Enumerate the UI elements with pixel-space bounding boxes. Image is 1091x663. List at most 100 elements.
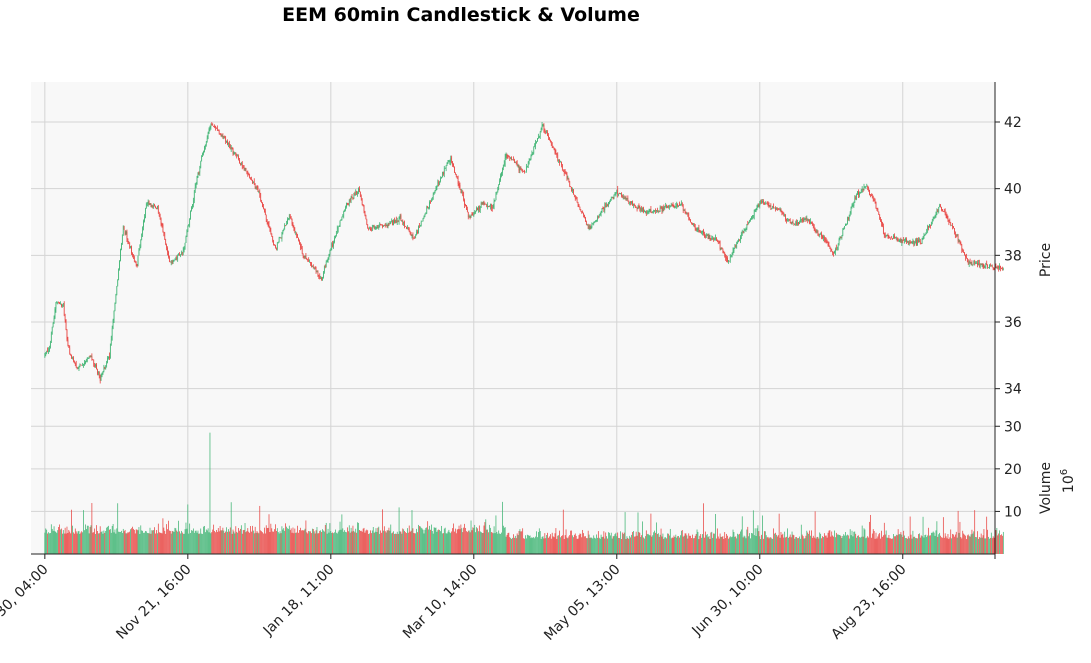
- candle-body: [365, 214, 367, 219]
- candle-body: [628, 200, 630, 203]
- candle-body: [335, 235, 336, 238]
- volume-bar: [103, 530, 105, 554]
- candle-body: [721, 247, 723, 250]
- candle-body: [618, 193, 619, 195]
- candle-body: [58, 302, 59, 304]
- volume-bar: [975, 537, 976, 554]
- candle-body: [717, 241, 719, 242]
- volume-bar: [827, 532, 829, 554]
- volume-bar: [823, 533, 825, 554]
- candle-body: [319, 276, 321, 279]
- candle-body: [378, 225, 380, 228]
- volume-bar: [446, 533, 448, 554]
- volume-bar: [166, 524, 167, 554]
- candle-body: [392, 221, 393, 225]
- candle-body: [783, 214, 785, 216]
- volume-bar: [726, 533, 727, 554]
- candle-body: [809, 219, 810, 224]
- candle-body: [312, 266, 313, 267]
- volume-bar: [203, 526, 204, 554]
- candle-body: [738, 239, 739, 242]
- candle-body: [263, 207, 264, 209]
- candle-body: [801, 219, 803, 220]
- volume-bar: [659, 534, 661, 554]
- candle-body: [781, 211, 783, 213]
- volume-bar: [987, 529, 988, 554]
- volume-bar: [199, 533, 201, 554]
- volume-bar: [692, 534, 693, 554]
- volume-bar: [511, 538, 512, 554]
- volume-bar: [728, 537, 730, 554]
- candle-body: [570, 186, 571, 187]
- volume-bar: [279, 531, 281, 554]
- candle-body: [908, 241, 910, 245]
- volume-bar: [175, 528, 177, 554]
- candle-body: [125, 231, 127, 235]
- candle-body: [118, 269, 119, 281]
- volume-bar: [449, 532, 451, 554]
- volume-bar: [872, 529, 874, 554]
- candle-body: [154, 204, 155, 206]
- candle-body: [302, 253, 304, 257]
- candle-body: [858, 191, 859, 195]
- volume-bar: [436, 531, 438, 554]
- candle-body: [584, 214, 585, 218]
- candle-body: [547, 132, 548, 136]
- candle-body: [453, 163, 454, 167]
- candle-body: [623, 195, 625, 200]
- volume-bar: [536, 531, 537, 554]
- candle-body: [851, 205, 853, 207]
- candle-body: [907, 241, 909, 245]
- volume-bar: [655, 532, 656, 554]
- volume-bar: [402, 528, 404, 554]
- candle-body: [386, 224, 388, 227]
- volume-bar: [900, 532, 902, 554]
- volume-bar: [760, 539, 762, 554]
- volume-bar: [892, 538, 893, 554]
- candle-body: [666, 205, 667, 208]
- candle-body: [466, 205, 467, 210]
- candle-body: [927, 225, 928, 230]
- candle-body: [292, 224, 294, 227]
- volume-bar: [642, 521, 643, 554]
- candle-body: [398, 217, 400, 222]
- volume-bar: [561, 536, 562, 554]
- volume-bar: [303, 530, 305, 554]
- candle-body: [258, 191, 260, 193]
- volume-bar: [157, 523, 159, 554]
- volume-bar: [742, 537, 744, 554]
- candle-body: [739, 239, 740, 241]
- candle-body: [852, 205, 854, 206]
- volume-bar: [968, 535, 970, 554]
- candle-body: [601, 208, 603, 213]
- candle-body: [257, 186, 259, 192]
- volume-bar: [495, 515, 497, 554]
- candle-body: [718, 241, 720, 243]
- volume-bar: [714, 533, 715, 554]
- volume-bar: [288, 528, 289, 554]
- volume-bar: [102, 533, 104, 554]
- volume-bar: [127, 532, 129, 554]
- candle-body: [669, 206, 671, 207]
- volume-bar: [466, 531, 467, 554]
- candle-body: [74, 362, 76, 364]
- volume-bar: [111, 525, 113, 554]
- volume-bar: [750, 538, 751, 554]
- candle-body: [955, 235, 957, 238]
- volume-bar: [312, 529, 314, 554]
- candle-body: [728, 260, 729, 263]
- candle-body: [581, 211, 583, 213]
- volume-bar: [832, 535, 834, 554]
- volume-bar: [83, 510, 84, 554]
- candle-body: [299, 240, 300, 244]
- candle-body: [487, 205, 488, 208]
- volume-bar: [73, 533, 75, 554]
- candle-body: [763, 201, 764, 203]
- candle-body: [909, 241, 911, 244]
- candle-body: [806, 218, 808, 220]
- candle-body: [839, 237, 841, 240]
- candle-body: [600, 211, 602, 215]
- volume-bar: [99, 526, 101, 554]
- candle-body: [379, 223, 381, 226]
- candle-body: [629, 202, 631, 203]
